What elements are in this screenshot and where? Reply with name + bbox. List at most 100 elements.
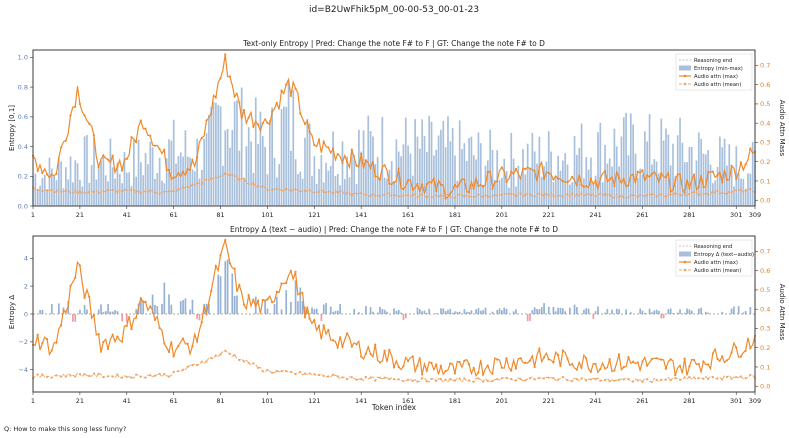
entropy-bar xyxy=(449,141,452,206)
audio-attn-mean-line-marker xyxy=(533,378,536,381)
audio-attn-mean-line-marker xyxy=(233,174,236,178)
audio-attn-mean-line-marker xyxy=(120,376,124,379)
entropy-bar xyxy=(34,173,37,206)
entropy-bar xyxy=(348,177,351,206)
delta-bar-positive xyxy=(683,312,686,314)
audio-attn-mean-line-marker xyxy=(261,370,264,373)
audio-attn-max-line-marker xyxy=(275,290,278,293)
audio-attn-max-line-marker xyxy=(397,365,400,369)
delta-bar-positive xyxy=(353,309,356,314)
delta-bar-positive xyxy=(625,309,627,314)
y2-tick-label: 0.6 xyxy=(760,267,770,275)
audio-attn-max-line-marker xyxy=(467,191,471,194)
audio-attn-mean-line-marker xyxy=(481,380,485,383)
delta-bar-positive xyxy=(554,311,557,314)
audio-attn-mean-line-marker xyxy=(674,192,677,195)
x-tick-label: 201 xyxy=(496,211,508,219)
audio-attn-max-line-marker xyxy=(571,175,574,178)
entropy-bar xyxy=(667,134,670,206)
delta-bar-positive xyxy=(381,309,384,314)
delta-bar-positive xyxy=(505,308,508,314)
y-tick-label: 2 xyxy=(24,282,28,290)
entropy-bar xyxy=(461,149,463,206)
y2-tick-label: 0.1 xyxy=(760,363,770,371)
delta-bar-positive xyxy=(533,307,536,314)
audio-attn-mean-line-marker xyxy=(92,191,96,194)
delta-bar-positive xyxy=(477,308,480,314)
entropy-bar xyxy=(268,119,271,206)
delta-bar-positive xyxy=(182,300,184,314)
entropy-bar xyxy=(250,141,252,206)
entropy-bar xyxy=(496,150,499,206)
audio-attn-mean-line-marker xyxy=(519,377,522,381)
legend-swatch-audio-max-marker xyxy=(683,260,687,264)
x-tick-label: 301 xyxy=(730,397,742,405)
audio-attn-max-line-marker xyxy=(472,187,475,190)
entropy-bar xyxy=(618,166,620,206)
audio-attn-max-line-marker xyxy=(416,364,419,367)
delta-bar-positive xyxy=(479,310,482,314)
audio-attn-max-line-marker xyxy=(210,289,213,293)
audio-attn-max-line-marker xyxy=(739,355,743,358)
entropy-bar xyxy=(287,81,290,206)
audio-attn-max-line-marker xyxy=(678,173,682,176)
delta-bar-positive xyxy=(644,312,646,314)
entropy-bar xyxy=(418,148,421,206)
entropy-bar xyxy=(39,185,41,206)
audio-attn-max-line-marker xyxy=(430,181,433,184)
entropy-bar xyxy=(386,178,388,206)
delta-bar-positive xyxy=(449,308,452,314)
entropy-bar xyxy=(505,170,508,206)
audio-attn-max-line-marker xyxy=(256,299,260,302)
audio-attn-mean-line-marker xyxy=(163,190,166,193)
delta-bar-positive xyxy=(451,312,454,314)
audio-attn-max-line-marker xyxy=(102,154,105,157)
delta-bar-positive xyxy=(465,311,468,314)
audio-attn-mean-line-marker xyxy=(402,194,405,197)
audio-attn-max-line-marker xyxy=(617,353,621,356)
audio-attn-mean-line-marker xyxy=(392,194,396,197)
delta-bar-positive xyxy=(503,307,506,314)
audio-attn-mean-line-marker xyxy=(721,191,724,195)
audio-attn-max-line-marker xyxy=(650,357,653,361)
audio-attn-max-line-marker xyxy=(444,370,447,373)
audio-attn-mean-line-marker xyxy=(646,193,649,196)
audio-attn-max-line-marker xyxy=(308,317,311,320)
entropy-bar xyxy=(580,123,583,206)
audio-attn-max-line-marker xyxy=(730,351,733,354)
audio-attn-mean-line-marker xyxy=(599,379,602,382)
entropy-bar xyxy=(76,163,79,206)
audio-attn-max-line-marker xyxy=(477,371,480,374)
delta-bar-positive xyxy=(224,261,227,314)
audio-attn-mean-line-marker xyxy=(650,380,653,384)
audio-attn-max-line-marker xyxy=(383,349,386,352)
audio-attn-mean-line-marker xyxy=(205,360,208,363)
audio-attn-max-line-marker xyxy=(585,357,588,360)
audio-attn-max-line-marker xyxy=(97,333,100,336)
audio-attn-max-line-marker xyxy=(195,340,199,343)
audio-attn-max-line-marker xyxy=(374,343,377,346)
audio-attn-max-line-marker xyxy=(660,172,663,175)
entropy-bar xyxy=(172,119,175,206)
audio-attn-max-line-marker xyxy=(669,358,672,361)
legend-swatch-entropy xyxy=(679,65,691,71)
audio-attn-mean-line-marker xyxy=(289,189,292,192)
audio-attn-mean-line-marker xyxy=(397,195,400,198)
audio-attn-mean-line-marker xyxy=(261,184,264,188)
audio-attn-max-line-marker xyxy=(346,160,349,164)
audio-attn-mean-line-marker xyxy=(622,196,625,199)
entropy-bar xyxy=(367,115,370,206)
delta-bar-positive xyxy=(376,312,379,314)
delta-bar-positive xyxy=(629,312,632,314)
audio-attn-mean-line-marker xyxy=(435,379,438,383)
audio-attn-max-line-marker xyxy=(210,112,213,115)
entropy-bar xyxy=(569,184,571,206)
audio-attn-max-line-marker xyxy=(163,342,166,345)
audio-attn-mean-line-marker xyxy=(735,376,738,379)
delta-bar-positive xyxy=(559,307,562,314)
delta-bar-positive xyxy=(498,308,501,314)
audio-attn-mean-line-marker xyxy=(528,193,532,196)
entropy-bar xyxy=(81,186,84,206)
entropy-bar xyxy=(280,109,283,206)
